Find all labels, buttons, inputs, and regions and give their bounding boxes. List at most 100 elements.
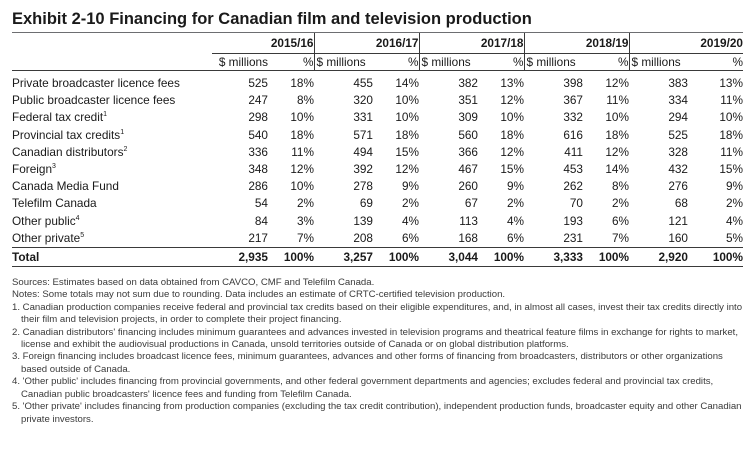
cell-percent: 8%	[296, 93, 314, 108]
cell-percent: 15%	[719, 162, 743, 177]
cell-percent: 6%	[506, 230, 524, 245]
cell-millions: 392	[353, 162, 373, 177]
total-millions: 3,257	[314, 247, 373, 268]
row-label-text: Other public	[12, 213, 76, 228]
cell-percent: 10%	[605, 110, 629, 125]
total-millions: 3,044	[419, 247, 478, 268]
cell-percent: 10%	[290, 179, 314, 194]
cell-millions: 247	[248, 93, 268, 108]
cell-millions: 54	[254, 196, 268, 211]
cell-millions: 525	[668, 127, 688, 142]
cell-millions: 121	[668, 213, 688, 228]
year-header: 2018/19	[523, 33, 629, 54]
row-label: Foreign3	[12, 161, 212, 178]
cell-percent: 12%	[500, 93, 524, 108]
cell-millions: 84	[254, 213, 268, 228]
row-label-text: Telefilm Canada	[12, 196, 97, 211]
cell-percent: 10%	[395, 93, 419, 108]
cell-percent: 2%	[296, 196, 314, 211]
cell-percent: 11%	[720, 144, 743, 159]
total-percent: 100%	[373, 247, 419, 268]
cell-percent: 7%	[611, 230, 629, 245]
table-row: Public broadcaster licence fees 247 8% 320 1…	[12, 92, 743, 109]
cell-millions: 571	[353, 127, 373, 142]
total-millions: 3,333	[524, 247, 583, 268]
cell-millions: 208	[353, 230, 373, 245]
cell-percent: 6%	[611, 213, 629, 228]
cell-percent: 10%	[719, 110, 743, 125]
cell-percent: 12%	[290, 162, 314, 177]
cell-millions: 139	[353, 213, 373, 228]
cell-percent: 14%	[605, 162, 629, 177]
cell-percent: 9%	[506, 179, 524, 194]
cell-millions: 328	[668, 144, 688, 159]
table-row: Telefilm Canada 54 2% 69 2% 67 2% 70 2% 68 2%	[12, 195, 743, 212]
unit-percent: %	[688, 53, 743, 71]
row-label: Public broadcaster licence fees	[12, 92, 212, 109]
cell-millions: 382	[458, 76, 478, 90]
year-header-row: 2015/16 2016/17 2017/18 2018/19 2019/20	[12, 33, 743, 54]
cell-percent: 8%	[611, 179, 629, 194]
cell-millions: 525	[248, 76, 268, 90]
row-label: Telefilm Canada	[12, 195, 212, 212]
footnote-marker: 3	[52, 163, 56, 171]
cell-millions: 276	[668, 179, 688, 194]
row-label-text: Canadian distributors	[12, 144, 124, 159]
sources-note: Sources: Estimates based on data obtaine…	[12, 277, 375, 289]
cell-percent: 10%	[395, 110, 419, 125]
unit-percent: %	[268, 53, 314, 71]
cell-millions: 286	[248, 179, 268, 194]
row-label-text: Canada Media Fund	[12, 179, 119, 194]
unit-header-row: $ millions% $ millions% $ millions% $ milli…	[12, 53, 743, 71]
cell-millions: 67	[464, 196, 478, 211]
year-header: 2016/17	[313, 33, 419, 54]
cell-millions: 351	[458, 93, 478, 108]
row-label-text: Federal tax credit	[12, 110, 104, 125]
exhibit-title: Exhibit 2-10 Financing for Canadian film…	[12, 10, 532, 28]
cell-percent: 4%	[401, 213, 419, 228]
cell-percent: 12%	[605, 76, 629, 90]
row-label-text: Foreign	[12, 162, 52, 177]
cell-millions: 231	[563, 230, 583, 245]
cell-millions: 453	[563, 162, 583, 177]
cell-millions: 560	[458, 127, 478, 142]
cell-millions: 298	[248, 110, 268, 125]
cell-millions: 411	[564, 144, 583, 159]
unit-millions: $ millions	[313, 53, 373, 71]
cell-millions: 336	[248, 144, 268, 159]
header-blank	[12, 33, 212, 54]
cell-percent: 18%	[605, 127, 629, 142]
row-label: Provincial tax credits1	[12, 127, 212, 144]
row-label-text: Private broadcaster licence fees	[12, 76, 180, 90]
cell-percent: 12%	[605, 144, 629, 159]
table-row: Provincial tax credits1 540 18% 571 18% 560 18…	[12, 127, 743, 144]
cell-millions: 616	[563, 127, 583, 142]
cell-millions: 334	[668, 93, 688, 108]
table-row: Other public4 84 3% 139 4% 113 4% 193 6% 121 4%	[12, 213, 743, 230]
cell-percent: 15%	[395, 144, 419, 159]
unit-millions: $ millions	[212, 53, 268, 71]
cell-millions: 260	[458, 179, 478, 194]
cell-millions: 332	[563, 110, 583, 125]
row-label-text: Provincial tax credits	[12, 127, 121, 142]
table-row: Other private5 217 7% 208 6% 168 6% 231 7% 160 5%	[12, 230, 743, 248]
row-label: Private broadcaster licence fees	[12, 71, 212, 93]
cell-percent: 2%	[401, 196, 419, 211]
cell-millions: 467	[458, 162, 478, 177]
cell-millions: 217	[248, 230, 268, 245]
cell-percent: 18%	[719, 127, 743, 142]
row-label: Canada Media Fund	[12, 178, 212, 195]
footnote-marker: 1	[103, 111, 108, 119]
row-label: Federal tax credit1	[12, 109, 212, 126]
notes-section: Sources: Estimates based on data obtaine…	[12, 277, 743, 426]
unit-percent: %	[478, 53, 524, 71]
footnotes-list: 1. Canadian production companies receive…	[12, 302, 743, 426]
cell-millions: 294	[668, 110, 688, 125]
row-label-text: Other private	[12, 230, 81, 245]
cell-millions: 193	[563, 213, 583, 228]
year-header: 2019/20	[628, 33, 743, 54]
footnote-marker: 4	[75, 214, 80, 222]
cell-millions: 432	[668, 162, 688, 177]
year-header: 2017/18	[418, 33, 524, 54]
cell-percent: 7%	[296, 230, 314, 245]
